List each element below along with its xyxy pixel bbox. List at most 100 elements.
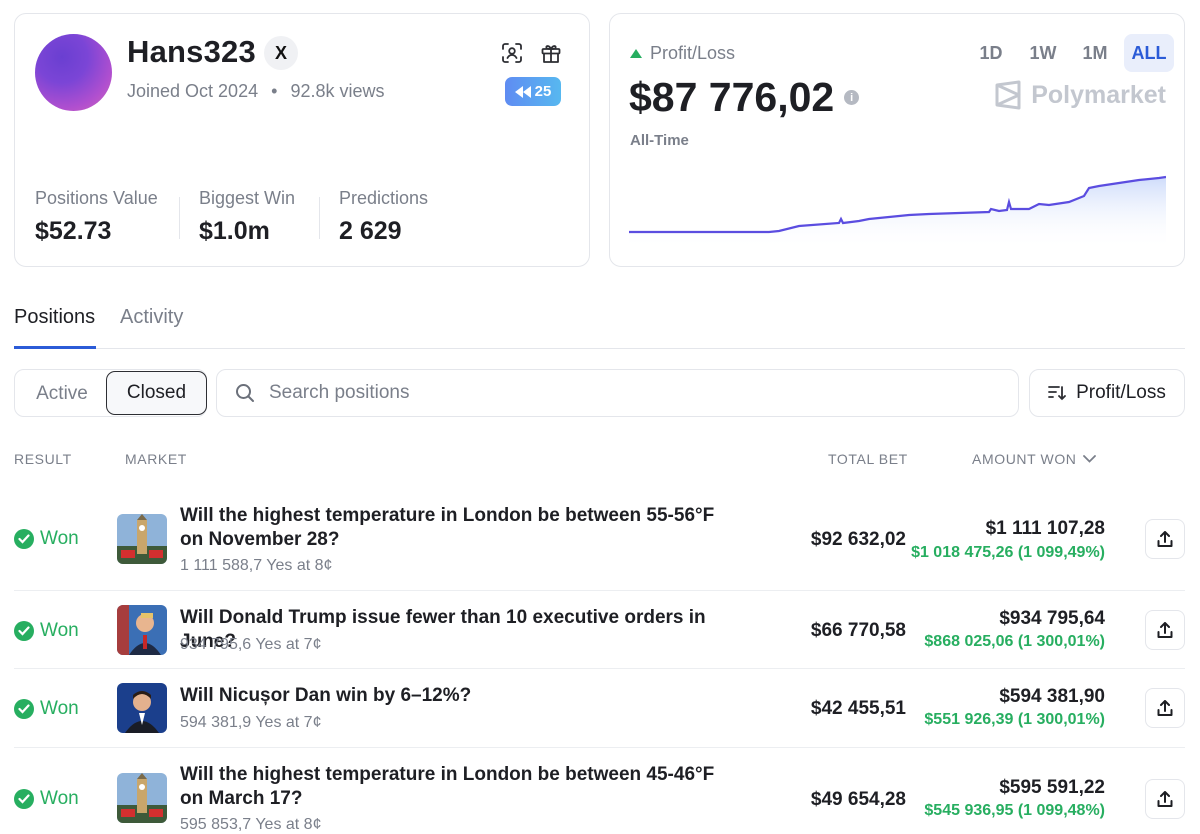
check-circle-icon bbox=[14, 789, 34, 809]
col-result: RESULT bbox=[14, 451, 72, 467]
sort-icon bbox=[1048, 386, 1067, 401]
pnl-label-text: Profit/Loss bbox=[650, 43, 736, 63]
username: Hans323 bbox=[127, 34, 256, 69]
market-sub: 1 111 588,7 Yes at 8¢ bbox=[180, 557, 333, 574]
market-title[interactable]: Will the highest temperature in London b… bbox=[180, 764, 715, 809]
views-count: 92.8k views bbox=[290, 81, 385, 101]
search-icon bbox=[236, 384, 254, 402]
amount-gain: $545 936,95 (1 099,48%) bbox=[924, 802, 1105, 819]
table-row[interactable]: Won Will Donald Trump issue fewer than 1… bbox=[14, 591, 1185, 668]
x-label: X bbox=[274, 42, 287, 63]
table-row[interactable]: Won Will Nicușor Dan win by 6–12%? 594 3… bbox=[14, 669, 1185, 747]
market-thumbnail bbox=[117, 605, 167, 655]
share-button[interactable] bbox=[1145, 610, 1185, 650]
profile-card: Hans323 X Joined Oct 2024 • 92.8k views … bbox=[14, 13, 590, 267]
range-tab-1m[interactable]: 1M bbox=[1082, 42, 1108, 63]
col-amount-won[interactable]: AMOUNT WON bbox=[972, 451, 1096, 467]
rank-badge[interactable]: 25 bbox=[505, 77, 561, 106]
stat-divider bbox=[319, 197, 320, 239]
polymarket-logo: Polymarket bbox=[995, 80, 1166, 110]
tab-underline bbox=[14, 346, 96, 349]
sort-button[interactable]: Profit/Loss bbox=[1029, 369, 1185, 417]
x-icon[interactable]: X bbox=[264, 36, 298, 70]
stat-label: Positions Value bbox=[35, 188, 158, 208]
result-won: Won bbox=[14, 528, 79, 550]
check-circle-icon bbox=[14, 621, 34, 641]
range-tab-1w[interactable]: 1W bbox=[1029, 42, 1057, 63]
search-input[interactable] bbox=[269, 382, 969, 404]
range-tabs: 1D 1W 1M ALL bbox=[968, 34, 1174, 72]
stat-value: $52.73 bbox=[35, 217, 112, 245]
market-sub: 595 853,7 Yes at 8¢ bbox=[180, 816, 322, 833]
up-triangle-icon bbox=[630, 49, 642, 58]
col-market: MARKET bbox=[125, 451, 187, 467]
market-thumbnail bbox=[117, 683, 167, 733]
pnl-value: $87 776,02 i bbox=[629, 74, 860, 121]
share-button[interactable] bbox=[1145, 779, 1185, 819]
info-icon[interactable]: i bbox=[844, 90, 860, 105]
position-tabs: Positions Activity bbox=[14, 290, 1185, 349]
market-sub: 594 381,9 Yes at 7¢ bbox=[180, 714, 322, 731]
period-label: All-Time bbox=[630, 132, 689, 149]
range-tab-all[interactable]: ALL bbox=[1124, 34, 1174, 72]
stat-label: Predictions bbox=[339, 188, 429, 208]
stat-divider bbox=[179, 197, 180, 239]
joined-info: Joined Oct 2024 • 92.8k views bbox=[127, 81, 384, 102]
joined-date: Joined Oct 2024 bbox=[127, 81, 259, 101]
row-divider bbox=[14, 668, 1185, 669]
tab-positions[interactable]: Positions bbox=[14, 306, 96, 328]
tab-activity[interactable]: Activity bbox=[120, 306, 184, 328]
stat-value: 2 629 bbox=[339, 217, 402, 245]
pnl-chart[interactable] bbox=[629, 174, 1166, 249]
table-row[interactable]: Won Will the highest temperature in Lond… bbox=[14, 748, 1185, 834]
market-sub: 934 795,6 Yes at 7¢ bbox=[180, 636, 322, 653]
share-button[interactable] bbox=[1145, 688, 1185, 728]
row-divider bbox=[14, 590, 1185, 591]
result-won: Won bbox=[14, 788, 79, 810]
polymarket-logo-icon bbox=[995, 80, 1021, 110]
total-bet: $49 654,28 bbox=[810, 789, 906, 810]
amount-won: $594 381,90 bbox=[999, 686, 1105, 707]
share-button[interactable] bbox=[1145, 519, 1185, 559]
share-icon bbox=[1157, 621, 1173, 638]
amount-won: $934 795,64 bbox=[999, 608, 1105, 629]
col-total-bet[interactable]: TOTAL BET bbox=[828, 451, 908, 467]
rank-value: 25 bbox=[534, 83, 552, 100]
filter-closed[interactable]: Closed bbox=[106, 371, 207, 415]
amount-won: $1 111 107,28 bbox=[985, 518, 1105, 539]
market-title[interactable]: Will Nicușor Dan win by 6–12%? bbox=[180, 685, 472, 706]
scan-face-icon[interactable] bbox=[501, 42, 523, 64]
col-amount-won-label: AMOUNT WON bbox=[972, 451, 1077, 467]
result-won: Won bbox=[14, 620, 79, 642]
result-label: Won bbox=[40, 698, 79, 719]
pnl-area bbox=[629, 177, 1166, 249]
stat-label: Biggest Win bbox=[199, 188, 296, 208]
result-won: Won bbox=[14, 698, 79, 720]
market-thumbnail bbox=[117, 514, 167, 564]
check-circle-icon bbox=[14, 699, 34, 719]
rewind-icon bbox=[514, 85, 531, 98]
market-title[interactable]: Will the highest temperature in London b… bbox=[180, 505, 715, 550]
pnl-amount: $87 776,02 bbox=[629, 74, 835, 120]
stat-predictions: Predictions 2 629 bbox=[339, 188, 428, 246]
amount-gain: $868 025,06 (1 300,01%) bbox=[924, 633, 1105, 650]
result-label: Won bbox=[40, 528, 79, 549]
avatar[interactable] bbox=[35, 34, 112, 111]
market-title[interactable]: Will Donald Trump issue fewer than 10 ex… bbox=[180, 607, 706, 652]
table-row[interactable]: Won Will the highest temperature in Lond… bbox=[14, 500, 1185, 590]
total-bet: $42 455,51 bbox=[810, 698, 906, 719]
result-label: Won bbox=[40, 788, 79, 809]
share-icon bbox=[1157, 699, 1173, 716]
total-bet: $92 632,02 bbox=[810, 529, 906, 550]
market-thumbnail bbox=[117, 773, 167, 823]
filter-active[interactable]: Active bbox=[36, 383, 88, 404]
pnl-label: Profit/Loss bbox=[630, 43, 735, 64]
stat-positions-value: Positions Value $52.73 bbox=[35, 188, 158, 246]
gift-icon[interactable] bbox=[540, 42, 562, 64]
amount-gain: $551 926,39 (1 300,01%) bbox=[924, 711, 1105, 728]
pnl-card: Profit/Loss 1D 1W 1M ALL $87 776,02 i Po… bbox=[609, 13, 1185, 267]
range-tab-1d[interactable]: 1D bbox=[979, 42, 1003, 63]
chevron-down-icon bbox=[1082, 455, 1096, 463]
pnl-line bbox=[629, 175, 1166, 234]
status-toggle: Active Closed bbox=[14, 369, 207, 417]
